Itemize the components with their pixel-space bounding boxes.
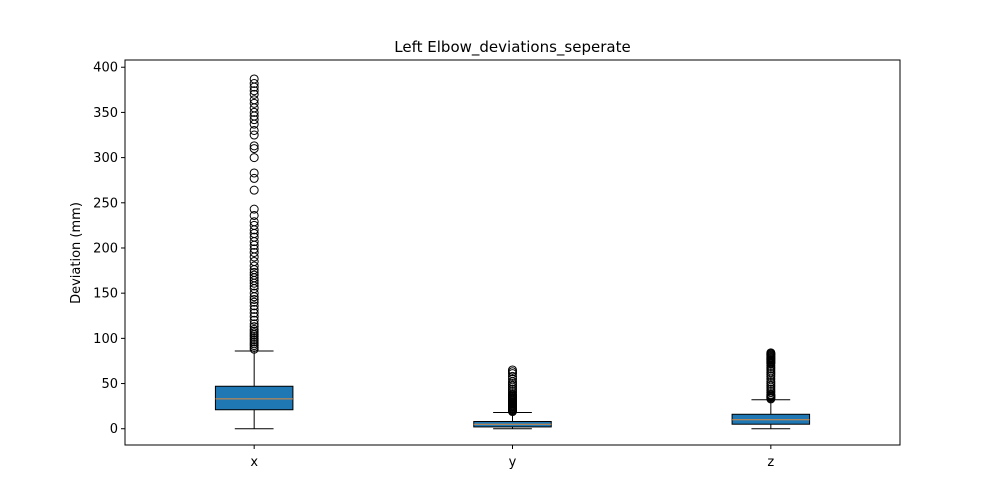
outlier-point [249,261,259,271]
y-tick-label: 0 [110,422,118,437]
outlier-point [249,304,259,314]
outlier-point [249,270,259,280]
y-tick-label: 200 [93,241,118,256]
outlier-point [508,365,517,375]
outlier-point [249,95,259,105]
outlier-point [766,348,776,358]
outlier-point [249,173,259,183]
outlier-point [249,210,259,220]
y-axis-label: Deviation (mm) [69,202,84,304]
outlier-point [249,322,259,332]
outlier-point [766,377,776,387]
outlier-point [249,144,259,154]
outlier-point [249,107,259,117]
outlier-point [249,319,259,329]
outlier-point [249,315,259,325]
outlier-point [249,204,259,214]
outlier-point [249,130,259,140]
outlier-point [249,297,259,307]
y-tick-label: 400 [93,61,118,76]
y-tick-label: 50 [101,377,118,392]
outlier-point [249,115,259,125]
outlier-point [249,220,259,230]
outlier-point [508,374,517,384]
outlier-point [249,252,259,262]
plot-frame [124,59,901,446]
outlier-point [249,98,259,108]
outlier-point [249,288,259,298]
outlier-point [249,294,259,304]
outlier-point [249,74,259,84]
outlier-point [249,217,259,227]
outlier-point [249,232,259,242]
outlier-point [508,371,517,381]
outlier-point [249,308,259,318]
outlier-point [249,125,259,135]
outlier-point [249,324,259,334]
plot-area: 0 50 100 150 200 250 300 350 400 x y z [93,61,811,470]
x-tick-label: z [767,455,774,470]
y-tick-label: 150 [93,287,118,302]
outlier-point [249,86,259,96]
outlier-point [249,78,259,88]
y-tick-label: 100 [93,332,118,347]
y-tick-label: 300 [93,151,118,166]
outlier-point [249,257,259,267]
outlier-point [249,248,259,257]
x-tick-label: x [250,455,258,470]
outlier-point [249,153,259,163]
outlier-point [249,89,259,99]
chart-title: Left Elbow_deviations_seperate [394,38,630,57]
outlier-point [249,185,259,195]
outlier-point [249,141,259,151]
x-tick-label: y [509,455,517,470]
box-x [214,385,294,411]
outlier-point [249,301,259,311]
y-tick-label: 350 [93,106,118,121]
outlier-point [249,267,259,277]
outlier-point [249,312,259,322]
outlier-point [249,244,259,254]
y-tick-label: 250 [93,196,118,211]
outlier-point [249,168,259,178]
outlier-point [249,103,259,113]
